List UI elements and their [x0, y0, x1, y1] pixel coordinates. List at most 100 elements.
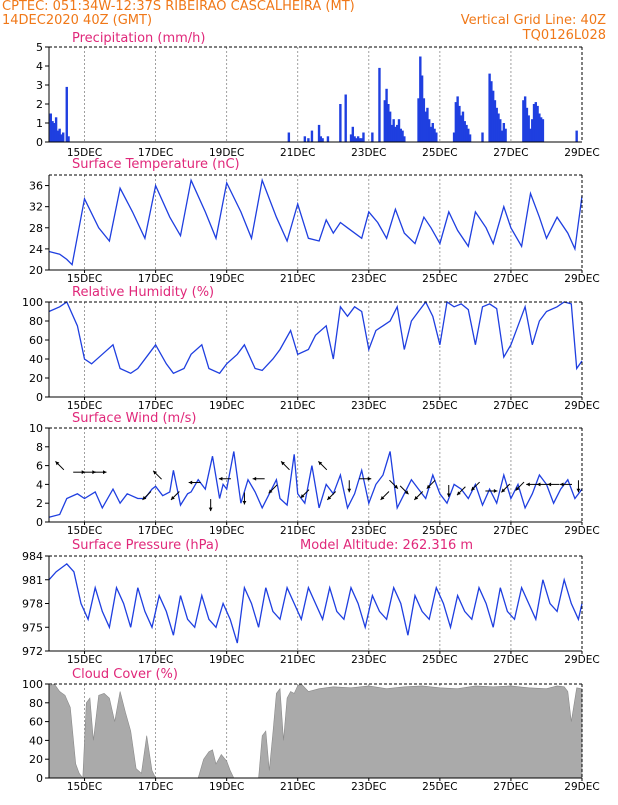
y-tick-label: 32	[29, 201, 43, 214]
precip-bar	[362, 132, 365, 142]
wind-arrow-head	[456, 491, 461, 496]
precip-bar	[360, 138, 363, 142]
precip-bar	[403, 136, 406, 142]
precip-bar	[467, 128, 470, 142]
wind-arrow-head	[103, 470, 107, 475]
precip-bar	[428, 119, 431, 142]
y-tick-label: 2	[36, 497, 43, 510]
wind-arrow-head	[501, 488, 506, 493]
wind-arrow-head	[252, 476, 257, 481]
precip-bar	[534, 102, 538, 142]
precip-bar	[58, 128, 61, 142]
wind-arrow-head	[576, 488, 581, 493]
precip-bar	[458, 105, 461, 142]
rh-line	[48, 300, 583, 375]
precip-title: Precipitation (mm/h)	[72, 31, 205, 46]
x-tick-label: 25DEC	[422, 781, 457, 793]
precip-bar	[426, 107, 429, 142]
x-tick-label: 25DEC	[422, 400, 457, 412]
precip-bar	[401, 130, 404, 142]
x-tick-label: 21DEC	[280, 654, 315, 666]
x-tick-label: 17DEC	[138, 147, 173, 159]
x-tick-label: 27DEC	[493, 654, 528, 666]
precip-bar	[527, 115, 530, 142]
y-tick-label: 2	[36, 98, 43, 111]
x-tick-label: 21DEC	[280, 781, 315, 793]
y-tick-label: 24	[29, 243, 43, 256]
y-tick-label: 0	[36, 391, 43, 404]
precip-bar	[53, 123, 56, 142]
wind-arrow-head	[170, 496, 175, 500]
header-model-id: TQ0126L028	[522, 28, 606, 43]
x-tick-label: 21DEC	[280, 525, 315, 537]
precip-bar	[388, 111, 392, 142]
x-tick-label: 19DEC	[209, 273, 244, 285]
precip-bar	[383, 100, 386, 142]
header-location: CPTEC: 051:34W-12:37S RIBEIRAO CASCALHEI…	[2, 0, 355, 14]
x-tick-label: 19DEC	[209, 400, 244, 412]
wind-arrow-head	[526, 482, 530, 487]
x-tick-label: 15DEC	[67, 654, 102, 666]
y-tick-label: 0	[36, 516, 43, 529]
wind-arrow-head	[55, 461, 60, 466]
precip-bar	[435, 132, 438, 142]
x-tick-label: 27DEC	[493, 781, 528, 793]
wind-arrow-head	[268, 489, 273, 494]
y-tick-label: 5	[36, 41, 43, 54]
wind-arrow-head	[547, 482, 552, 487]
precip-bar	[532, 104, 536, 142]
wind-title: Surface Wind (m/s)	[72, 411, 196, 426]
x-tick-label: 23DEC	[351, 147, 386, 159]
x-tick-label: 21DEC	[280, 147, 315, 159]
wind-arrow-head	[327, 496, 332, 500]
x-tick-label: 17DEC	[138, 273, 173, 285]
y-tick-label: 1	[36, 117, 43, 130]
y-tick-label: 40	[29, 734, 43, 747]
x-tick-label: 21DEC	[280, 400, 315, 412]
wind-arrow-head	[446, 493, 451, 497]
wind-arrow-head	[493, 489, 498, 493]
precip-bar	[429, 126, 433, 142]
y-tick-label: 80	[29, 315, 43, 328]
x-tick-label: 27DEC	[493, 147, 528, 159]
wind-arrow-head	[536, 482, 541, 487]
precip-bar	[456, 96, 459, 142]
precip-bar	[433, 128, 436, 142]
x-tick-label: 29DEC	[564, 525, 599, 537]
precip-bar	[424, 111, 427, 142]
x-tick-label: 23DEC	[351, 654, 386, 666]
x-tick-label: 19DEC	[209, 654, 244, 666]
precip-bar	[321, 138, 324, 142]
wind-arrow-head	[281, 461, 285, 466]
wind-arrow-head	[188, 480, 193, 485]
header-date: 14DEC2020 40Z (GMT)	[2, 13, 152, 28]
wind-arrow-head	[380, 496, 385, 500]
wind-arrow-head	[92, 470, 96, 475]
x-tick-label: 25DEC	[422, 654, 457, 666]
precip-bar	[307, 138, 310, 142]
precip-bar	[394, 126, 397, 142]
precip-bar	[49, 113, 52, 142]
x-tick-label: 19DEC	[209, 147, 244, 159]
precip-bar	[463, 121, 466, 142]
wind-arrow-head	[471, 486, 476, 491]
precip-bar	[525, 107, 529, 142]
x-tick-label: 29DEC	[564, 781, 599, 793]
precip-bar	[523, 96, 527, 142]
x-tick-label: 19DEC	[209, 525, 244, 537]
y-tick-label: 6	[36, 460, 43, 473]
precip-bar	[461, 111, 465, 142]
x-tick-label: 23DEC	[351, 400, 386, 412]
wind-line	[48, 451, 583, 518]
precip-bar	[356, 136, 360, 142]
precip-bar	[344, 94, 347, 142]
x-tick-label: 15DEC	[67, 273, 102, 285]
precip-bar	[488, 73, 491, 142]
precip-bar	[465, 124, 468, 142]
model-altitude: Model Altitude: 262.316 m	[300, 538, 473, 553]
x-tick-label: 25DEC	[422, 273, 457, 285]
wind-arrow-head	[394, 484, 398, 489]
precip-bar	[60, 134, 63, 142]
